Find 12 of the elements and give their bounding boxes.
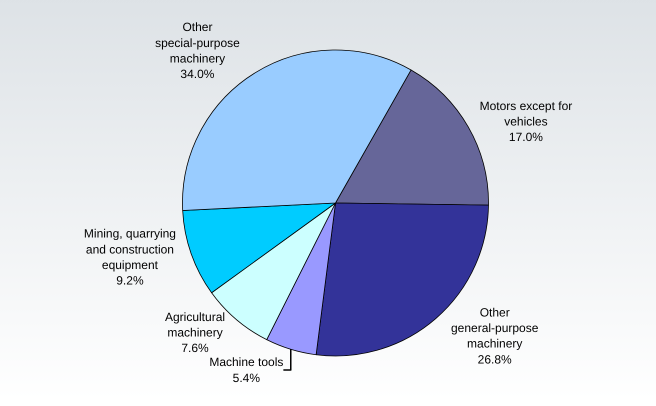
slice-label: Mining, quarrying and construction equipment [84,226,176,272]
data-label: 34.0% [180,67,215,82]
slice-label: Machine tools [209,355,284,370]
slice-label: Other special-purpose machinery [155,20,240,66]
slice-label: Agricultural machinery [165,310,226,340]
data-label: 9.2% [116,273,144,288]
data-label: 7.6% [181,341,210,356]
data-label: 17.0% [508,130,544,144]
slice-label: Motors except for vehicles [480,98,572,128]
data-label: 5.4% [232,370,260,385]
data-label: 26.8% [478,352,512,366]
slice-label: Other general-purpose machinery [450,305,539,351]
